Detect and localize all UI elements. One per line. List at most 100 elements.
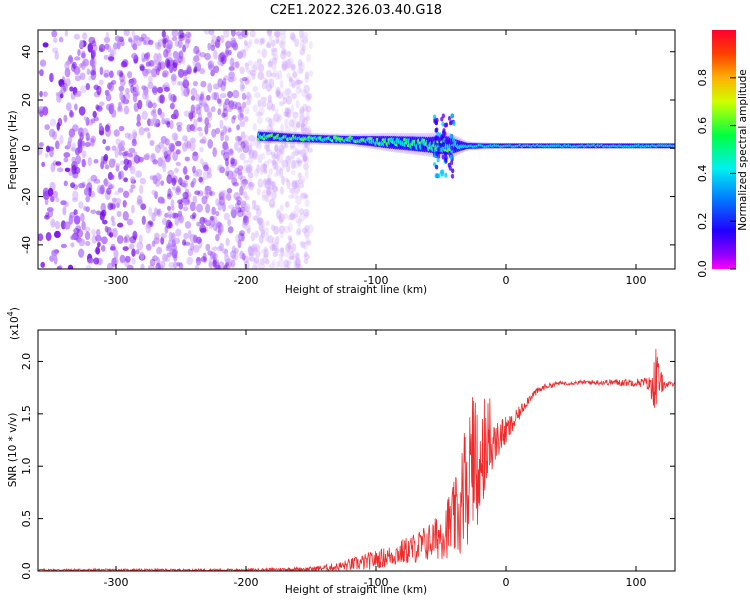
noise-speck (86, 137, 92, 143)
noise-speck (194, 62, 202, 72)
noise-speck (78, 106, 86, 116)
noise-speck (217, 98, 222, 104)
noise-speck (224, 258, 231, 264)
noise-speck (302, 31, 309, 38)
noise-speck (297, 172, 302, 179)
noise-speck (211, 246, 218, 251)
noise-speck (225, 194, 232, 201)
spectrogram-y-tick-label: -20 (20, 188, 33, 206)
noise-speck (270, 151, 276, 157)
noise-speck (109, 102, 115, 112)
noise-speck (156, 208, 162, 217)
noise-speck (156, 246, 163, 255)
noise-speck (248, 181, 253, 187)
noise-speck (244, 141, 249, 148)
noise-speck (264, 79, 269, 85)
noise-speck (184, 221, 192, 229)
noise-speck (253, 168, 259, 178)
noise-speck (239, 153, 246, 161)
noise-speck (228, 71, 235, 79)
noise-speck (292, 111, 299, 119)
noise-speck (242, 139, 248, 145)
noise-speck (106, 187, 112, 195)
noise-speck (224, 50, 229, 58)
noise-speck (178, 262, 183, 268)
noise-speck (299, 192, 307, 199)
noise-speck (243, 182, 250, 190)
noise-speck (244, 115, 250, 123)
noise-speck (220, 131, 225, 142)
noise-speck (230, 158, 238, 167)
noise-speck (267, 94, 272, 103)
noise-speck (123, 236, 128, 244)
noise-speck (211, 216, 218, 224)
noise-speck (227, 91, 233, 98)
noise-speck (157, 157, 163, 167)
noise-speck (281, 159, 289, 168)
noise-speck (289, 187, 295, 194)
noise-speck (152, 111, 157, 122)
noise-speck (264, 232, 270, 242)
noise-speck (284, 143, 289, 149)
noise-speck (240, 181, 247, 187)
noise-speck (235, 196, 242, 202)
noise-speck (190, 104, 196, 114)
noise-speck (113, 249, 119, 259)
noise-speck (261, 228, 265, 239)
noise-speck (269, 243, 276, 252)
noise-speck (131, 204, 135, 214)
noise-speck (225, 40, 232, 49)
noise-speck (184, 40, 190, 49)
noise-speck (199, 52, 206, 58)
noise-speck (303, 229, 310, 239)
noise-speck (91, 228, 96, 236)
noise-speck (255, 243, 260, 250)
noise-speck (182, 191, 189, 199)
noise-speck (65, 102, 72, 112)
noise-speck (265, 220, 270, 226)
noise-speck (206, 108, 213, 115)
noise-speck (242, 191, 248, 199)
colorbar-tick-label: 0.8 (696, 69, 709, 87)
noise-speck (272, 241, 279, 250)
noise-speck (203, 30, 211, 35)
noise-speck (308, 70, 314, 77)
noise-speck (137, 99, 143, 110)
noise-speck (197, 117, 203, 123)
noise-speck (182, 167, 188, 175)
noise-speck (299, 106, 305, 115)
noise-speck (290, 104, 295, 115)
noise-speck (173, 109, 179, 119)
noise-speck (152, 175, 158, 185)
noise-speck (114, 148, 119, 158)
noise-speck (258, 37, 263, 47)
noise-speck (247, 148, 252, 156)
noise-speck (74, 103, 78, 111)
noise-speck (227, 219, 232, 227)
noise-speck (82, 58, 89, 67)
noise-speck (56, 122, 61, 131)
noise-speck (248, 253, 253, 260)
noise-speck (41, 161, 46, 167)
noise-speck (173, 254, 178, 262)
noise-speck (276, 117, 281, 124)
noise-speck (295, 217, 303, 224)
noise-speck (193, 234, 198, 244)
noise-speck (286, 245, 294, 254)
noise-speck (246, 76, 251, 84)
noise-speck (241, 92, 247, 101)
noise-speck (300, 33, 304, 42)
noise-speck (165, 255, 171, 262)
noise-speck (294, 179, 300, 188)
noise-speck (79, 39, 84, 49)
noise-speck (182, 239, 187, 246)
noise-speck (131, 248, 136, 257)
signal-flare (450, 113, 454, 119)
noise-speck (286, 179, 291, 190)
noise-speck (240, 233, 245, 242)
noise-speck (237, 169, 243, 176)
noise-speck (74, 56, 81, 61)
noise-speck (260, 37, 266, 43)
noise-speck (229, 57, 235, 67)
noise-speck (303, 163, 309, 171)
